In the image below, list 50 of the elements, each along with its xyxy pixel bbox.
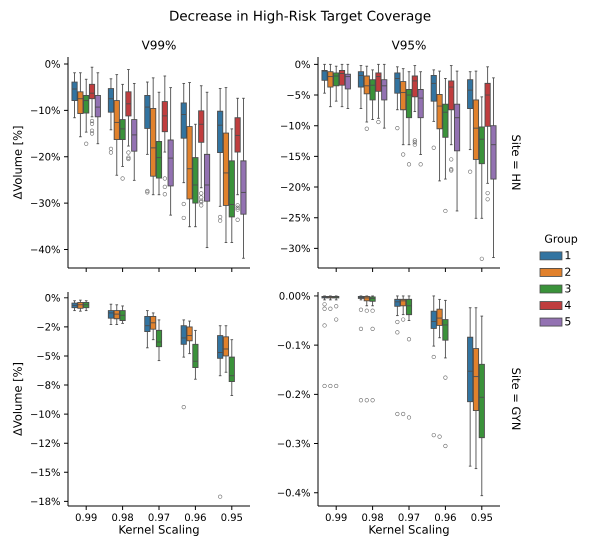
x-tick-label: 0.98 xyxy=(112,514,134,522)
legend-label: 2 xyxy=(565,268,570,276)
y-tick-label: −25% xyxy=(281,214,310,222)
x-tick-label: 0.98 xyxy=(362,514,384,522)
y-tick-label: −10% xyxy=(31,106,60,114)
y-tick-label: −8% xyxy=(37,381,60,389)
x-axis-title: Kernel Scaling xyxy=(370,524,449,536)
legend-label: 3 xyxy=(565,284,570,293)
y-tick-label: −5% xyxy=(287,91,310,99)
y-tick-label: −2% xyxy=(37,323,60,331)
y-tick-label: 0% xyxy=(295,60,310,68)
y-tick-label: −20% xyxy=(31,152,60,160)
y-tick-label: 0.00% xyxy=(279,292,310,300)
y-tick-label: −10% xyxy=(31,410,60,418)
y-tick-label: −0.3% xyxy=(278,440,310,448)
x-tick-label: 0.95 xyxy=(471,514,492,522)
y-tick-label: 0% xyxy=(45,294,60,302)
y-axis-title: ΔVolume [%] xyxy=(12,363,24,436)
y-tick-label: −10% xyxy=(281,122,310,130)
y-tick-label: −20% xyxy=(281,183,310,191)
y-tick-label: −30% xyxy=(281,244,310,252)
legend-label: 4 xyxy=(564,300,571,309)
x-tick-label: 0.97 xyxy=(398,514,420,522)
y-tick-label: −15% xyxy=(31,468,60,476)
legend-label: 1 xyxy=(566,251,570,260)
y-tick-label: −0.4% xyxy=(278,488,310,496)
y-tick-label: 0% xyxy=(45,60,60,68)
chart-subtitle: V99% xyxy=(142,40,176,50)
x-tick-label: 0.97 xyxy=(148,514,170,522)
text: Decrease in High-Risk Target Coverage xyxy=(170,10,430,24)
text: Site = GYN xyxy=(512,368,521,430)
y-axis-title: ΔVolume [%] xyxy=(12,126,24,200)
x-tick-label: 0.95 xyxy=(221,514,242,522)
y-tick-label: −18% xyxy=(31,498,60,506)
chart-subtitle: V95% xyxy=(392,40,426,50)
x-tick-label: 0.99 xyxy=(326,514,347,522)
y-tick-label: −12% xyxy=(31,439,60,447)
y-tick-label: −15% xyxy=(281,152,310,160)
x-axis-title: Kernel Scaling xyxy=(120,524,199,536)
x-tick-label: 0.96 xyxy=(434,514,456,522)
legend-title: Group xyxy=(544,234,578,245)
x-tick-label: 0.99 xyxy=(76,514,97,522)
text: Site = HN xyxy=(512,135,521,190)
y-tick-label: −40% xyxy=(31,246,60,254)
y-tick-label: −0.2% xyxy=(278,390,310,398)
y-tick-label: −30% xyxy=(31,199,60,207)
x-tick-label: 0.96 xyxy=(184,514,206,522)
y-tick-label: −0.1% xyxy=(278,341,310,349)
legend-label: 5 xyxy=(565,317,570,326)
y-tick-label: −5% xyxy=(37,352,60,360)
